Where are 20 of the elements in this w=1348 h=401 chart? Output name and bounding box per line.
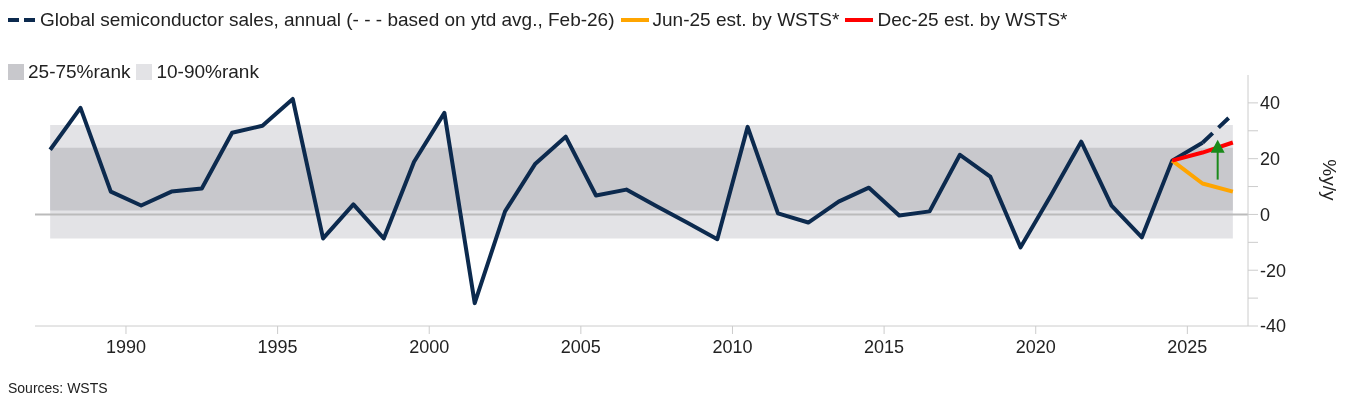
x-tick-label: 2000	[409, 336, 450, 357]
y-tick-label: 20	[1260, 149, 1281, 170]
legend-label: Jun-25 est. by WSTS*	[652, 8, 840, 32]
x-tick-label: 2025	[1167, 336, 1208, 357]
legend-label: Dec-25 est. by WSTS*	[877, 8, 1068, 32]
x-tick-label: 2005	[560, 336, 601, 357]
y-tick-label: -20	[1260, 260, 1287, 281]
x-tick-label: 2020	[1015, 336, 1056, 357]
y-tick-label: 0	[1260, 204, 1271, 225]
x-tick-label: 2010	[712, 336, 753, 357]
y-tick-label: -40	[1260, 316, 1287, 337]
y-tick-label: 40	[1260, 93, 1281, 114]
legend-label: 10-90%rank	[156, 60, 259, 84]
x-tick-label: 2015	[864, 336, 905, 357]
x-tick-label: 1995	[257, 336, 298, 357]
legend-label: 25-75%rank	[28, 60, 131, 84]
y-axis-title: %y/y	[1319, 159, 1341, 201]
source-note: Sources: WSTS	[8, 380, 108, 396]
legend-label: Global semiconductor sales, annual (- - - based on ytd avg., Feb-26)	[40, 8, 615, 32]
x-tick-label: 1990	[105, 336, 146, 357]
